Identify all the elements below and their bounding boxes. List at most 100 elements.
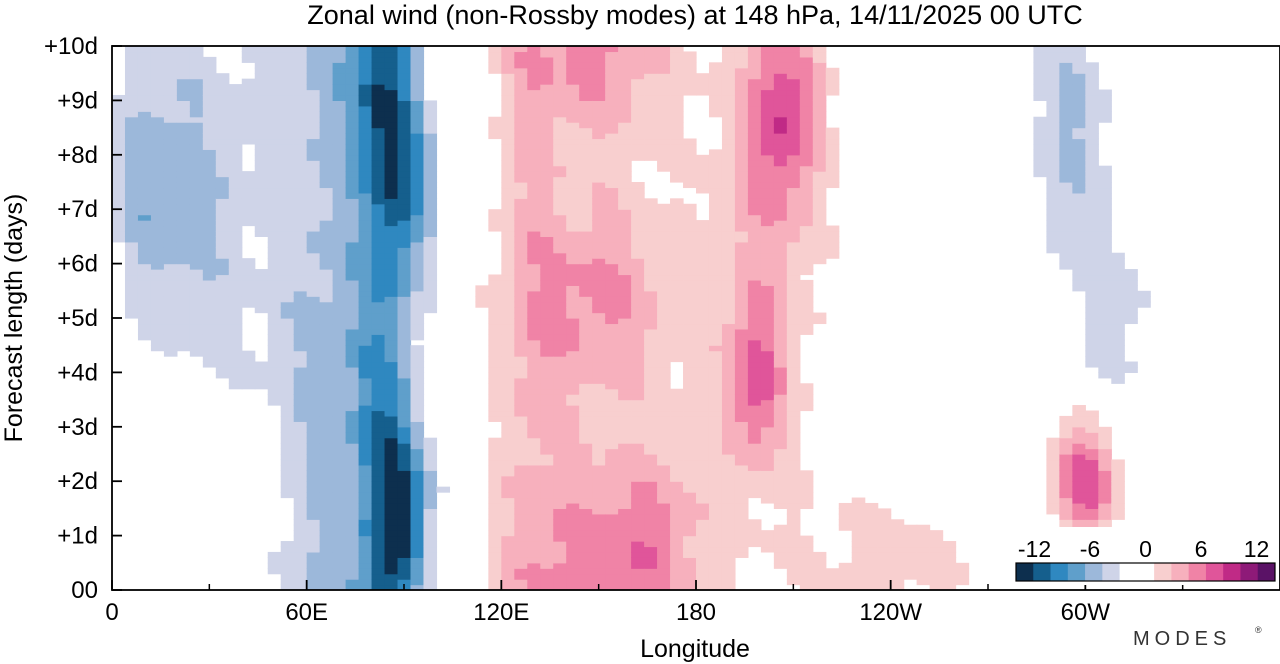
field-cell (708, 171, 723, 178)
field-cell (371, 133, 386, 140)
field-cell (202, 252, 217, 259)
field-cell (579, 443, 593, 450)
field-cell (345, 443, 360, 450)
field-cell (319, 198, 334, 205)
field-cell (293, 410, 308, 417)
field-cell (1046, 203, 1060, 210)
field-cell (721, 432, 736, 439)
field-cell (267, 318, 282, 325)
field-cell (773, 258, 788, 265)
field-cell (592, 562, 606, 569)
field-cell (734, 236, 749, 243)
field-cell (851, 497, 866, 504)
field-cell (1046, 459, 1060, 466)
field-cell (228, 230, 243, 237)
field-cell (397, 421, 412, 428)
field-cell (864, 584, 879, 590)
field-cell (215, 214, 230, 221)
field-cell (1085, 415, 1099, 422)
field-cell (150, 127, 165, 134)
field-cell (760, 323, 775, 330)
field-cell (137, 334, 152, 341)
field-cell (527, 285, 541, 292)
field-cell (345, 410, 360, 417)
field-cell (553, 220, 567, 227)
field-cell (1098, 318, 1112, 325)
field-cell (579, 214, 593, 221)
field-cell (1085, 486, 1099, 493)
field-cell (734, 519, 749, 526)
field-cell (657, 448, 671, 455)
field-cell (306, 464, 321, 471)
field-cell (708, 475, 723, 482)
field-cell (1046, 89, 1060, 96)
field-cell (605, 160, 619, 167)
field-cell (786, 399, 801, 406)
field-cell (760, 62, 775, 69)
field-cell (747, 334, 762, 341)
field-cell (670, 285, 684, 292)
field-cell (799, 230, 814, 237)
field-cell (527, 377, 541, 384)
field-cell (579, 122, 593, 129)
field-cell (189, 143, 204, 150)
field-cell (319, 176, 334, 183)
field-cell (293, 579, 308, 586)
field-cell (358, 415, 373, 422)
field-cell (189, 236, 204, 243)
field-cell (345, 263, 360, 270)
field-cell (553, 198, 567, 205)
field-cell (319, 171, 334, 178)
field-cell (514, 214, 528, 221)
field-cell (384, 62, 399, 69)
field-cell (358, 258, 373, 265)
field-cell (631, 372, 645, 379)
field-cell (397, 133, 412, 140)
field-cell (760, 176, 775, 183)
field-cell (137, 67, 152, 74)
field-cell (747, 459, 762, 466)
field-cell (916, 524, 931, 531)
field-cell (851, 508, 866, 515)
field-cell (280, 236, 295, 243)
field-cell (488, 383, 502, 390)
field-cell (683, 318, 697, 325)
field-cell (579, 530, 593, 537)
field-cell (851, 562, 866, 569)
field-cell (280, 350, 295, 357)
field-cell (696, 383, 710, 390)
field-cell (721, 388, 736, 395)
field-cell (1085, 214, 1099, 221)
field-cell (384, 252, 399, 259)
field-cell (864, 524, 879, 531)
field-cell (644, 513, 658, 520)
field-cell (579, 459, 593, 466)
field-cell (215, 209, 230, 216)
field-cell (760, 203, 775, 210)
field-cell (812, 127, 827, 134)
field-cell (1137, 290, 1151, 297)
field-cell (812, 579, 827, 586)
field-cell (332, 89, 347, 96)
field-cell (1046, 51, 1060, 58)
field-cell (605, 209, 619, 216)
field-cell (553, 443, 567, 450)
field-cell (657, 557, 671, 564)
field-cell (903, 524, 918, 531)
field-cell (358, 143, 373, 150)
field-cell (786, 475, 801, 482)
field-cell (163, 290, 178, 297)
field-cell (670, 557, 684, 564)
field-cell (488, 535, 502, 542)
field-cell (1072, 116, 1086, 123)
field-cell (773, 486, 788, 493)
field-cell (696, 356, 710, 363)
field-cell (696, 426, 710, 433)
field-cell (358, 519, 373, 526)
field-cell (1059, 415, 1073, 422)
field-cell (371, 339, 386, 346)
field-cell (851, 530, 866, 537)
field-cell (773, 318, 788, 325)
field-cell (618, 89, 632, 96)
field-cell (137, 328, 152, 335)
